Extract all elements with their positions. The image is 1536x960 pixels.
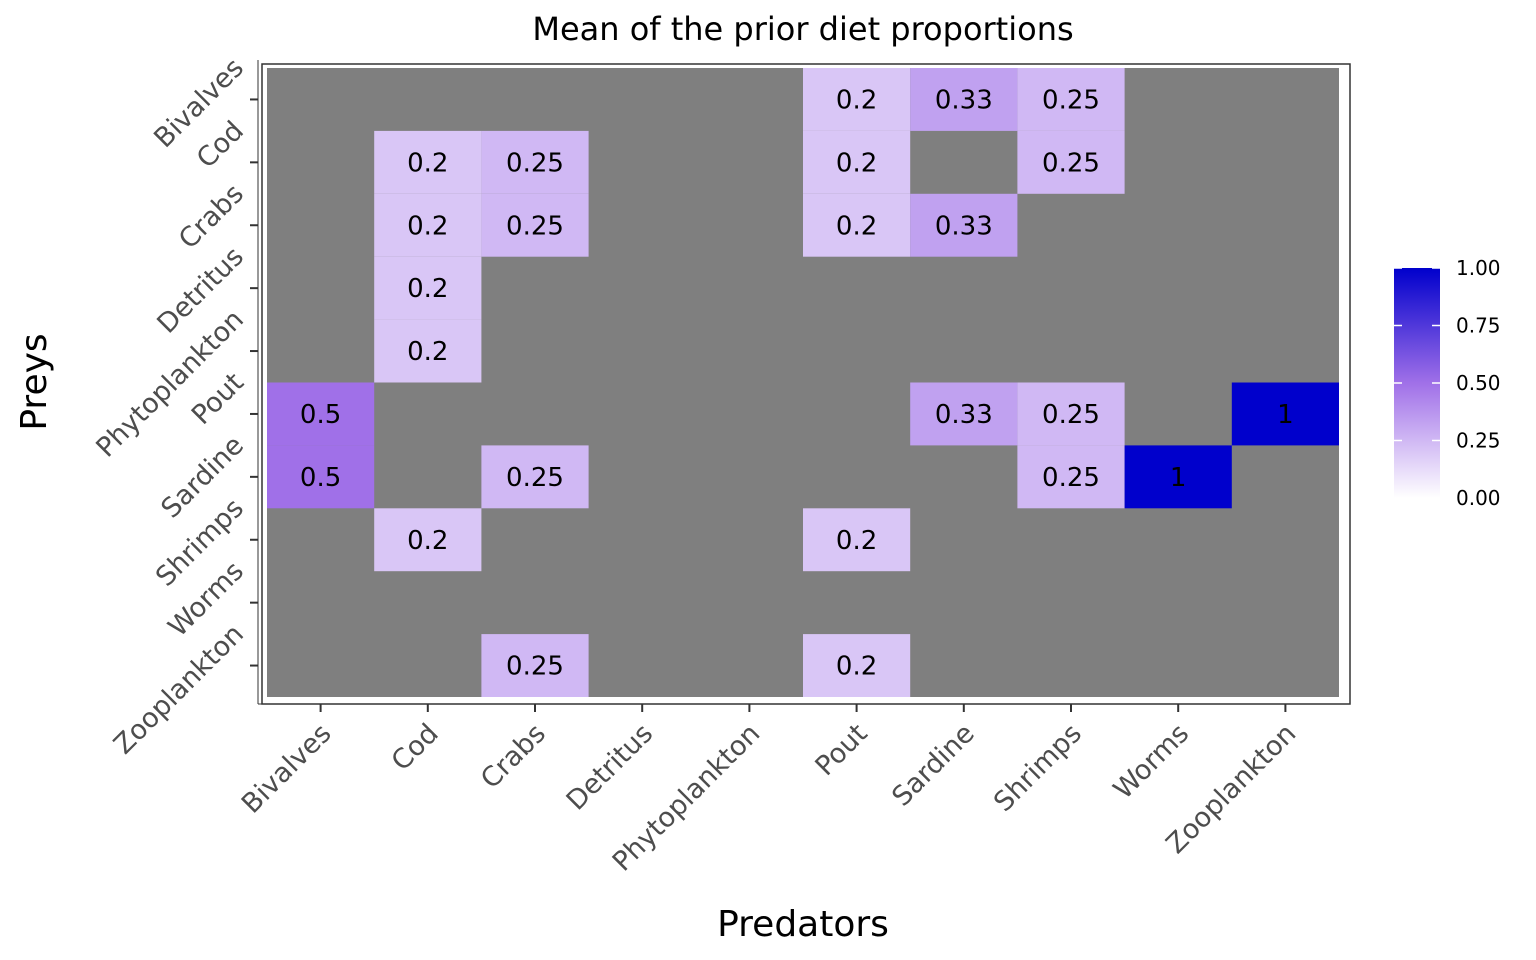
cell-value-label: 0.2: [836, 526, 877, 556]
heatmap-cell: [481, 445, 589, 509]
cell-value-label: 0.25: [506, 463, 564, 493]
heatmap-cell: [481, 634, 589, 697]
y-axis-title: Preys: [14, 333, 55, 430]
x-tick-label: Worms: [1108, 718, 1195, 805]
heatmap-cell: [1017, 445, 1125, 509]
x-tick-label: Bivalves: [236, 718, 338, 820]
heatmap-cell: [267, 445, 375, 509]
heatmap-cell: [374, 319, 482, 383]
heatmap-cell: [374, 193, 482, 257]
cell-value-label: 0.2: [407, 148, 448, 178]
x-tick-label: Cod: [386, 718, 445, 777]
cell-value-label: 0.2: [836, 85, 877, 115]
heatmap-cell: [374, 508, 482, 572]
heatmap-cell: [481, 130, 589, 194]
legend-tick-label: 0.50: [1456, 371, 1501, 395]
legend-tick-label: 1.00: [1456, 256, 1501, 280]
heatmap-cell: [1017, 382, 1125, 446]
cell-value-label: 0.25: [506, 148, 564, 178]
cell-value-label: 0.25: [1042, 463, 1100, 493]
y-axis: BivalvesCodCrabsDetritusPhytoplanktonPou…: [90, 52, 259, 761]
heatmap-cell: [1017, 130, 1125, 194]
cell-value-label: 0.25: [506, 652, 564, 682]
heatmap-cell: [267, 382, 375, 446]
heatmap-cell: [803, 68, 911, 131]
cell-value-label: 0.2: [407, 337, 448, 367]
cell-value-label: 0.25: [1042, 148, 1100, 178]
cell-value-label: 1: [1277, 400, 1294, 430]
x-tick-label: Shrimps: [988, 718, 1088, 818]
cell-value-label: 0.5: [300, 463, 341, 493]
heatmap-cell: [1231, 382, 1339, 446]
heatmap-cell: [803, 634, 911, 697]
heatmap-cell: [1017, 68, 1125, 131]
cell-value-label: 0.33: [935, 211, 993, 241]
heatmap-cell: [803, 193, 911, 257]
cell-value-label: 0.25: [1042, 85, 1100, 115]
chart-title: Mean of the prior diet proportions: [532, 10, 1073, 48]
x-tick-label: Sardine: [886, 718, 981, 813]
cell-value-label: 0.25: [506, 211, 564, 241]
legend-tick-label: 0.75: [1456, 314, 1501, 338]
cell-value-label: 0.33: [935, 85, 993, 115]
color-legend: 0.00 0.25 0.50 0.75 1.00: [1394, 256, 1501, 510]
x-tick-label: Pout: [810, 718, 874, 782]
legend-tick-label: 0.25: [1456, 429, 1501, 453]
cell-value-label: 0.2: [407, 526, 448, 556]
heatmap-cell: [910, 382, 1018, 446]
legend-tick-label: 0.00: [1456, 486, 1501, 510]
cell-value-label: 0.2: [836, 148, 877, 178]
cell-value-label: 0.2: [836, 652, 877, 682]
cell-value-label: 0.5: [300, 400, 341, 430]
cell-value-label: 0.33: [935, 400, 993, 430]
x-tick-label: Detritus: [561, 718, 660, 817]
cell-value-label: 0.2: [836, 211, 877, 241]
cell-value-label: 0.25: [1042, 400, 1100, 430]
cell-value-label: 1: [1170, 463, 1187, 493]
x-axis-title: Predators: [717, 904, 889, 945]
cell-value-label: 0.2: [407, 274, 448, 304]
heatmap-cells: 0.2 0.33 0.25 0.2 0.25 0.2 0.25 0.2 0.25 0.2 0.33 0…: [267, 68, 1339, 697]
y-tick-label: Zooplankton: [108, 619, 250, 761]
heatmap-cell: [803, 508, 911, 572]
cell-value-label: 0.2: [407, 211, 448, 241]
heatmap-cell: [803, 130, 911, 194]
heatmap-cell: [374, 130, 482, 194]
heatmap-cell: [1124, 445, 1232, 509]
heatmap-cell: [481, 193, 589, 257]
heatmap-cell: [910, 193, 1018, 257]
heatmap-cell: [910, 68, 1018, 131]
x-tick-label: Crabs: [475, 718, 552, 795]
heatmap-cell: [374, 256, 482, 320]
y-tick-label: Crabs: [173, 178, 250, 255]
